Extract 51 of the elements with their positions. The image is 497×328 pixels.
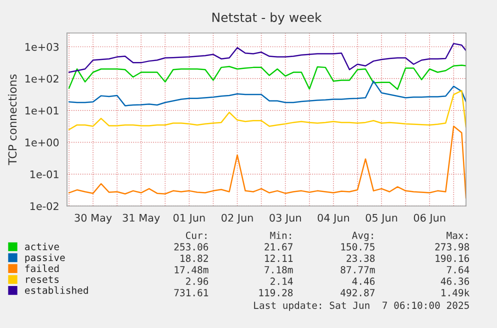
x-tick-label: 06 Jun xyxy=(414,214,446,224)
x-tick-label: 05 Jun xyxy=(366,214,398,224)
y-tick-label: 1e+00 xyxy=(25,138,59,146)
legend-label: passive xyxy=(25,254,65,264)
text: 2.96 xyxy=(186,278,208,285)
line-series xyxy=(68,126,466,199)
x-tick-label: 03 Jun xyxy=(270,214,301,224)
text: 7.64 xyxy=(446,266,470,274)
y-tick-label: 1e+02 xyxy=(25,74,58,83)
x-tick-label: 01 Jun xyxy=(173,214,205,224)
text: 46.36 xyxy=(440,278,470,285)
x-tick-label: 30 May xyxy=(74,214,112,224)
legend-label: resets xyxy=(26,276,59,284)
chart-title: Netstat - by week xyxy=(212,12,322,24)
legend-label: active xyxy=(25,242,59,250)
line-series xyxy=(68,64,466,90)
y-tick-label: 1e+01 xyxy=(25,106,58,115)
text: 492.87 xyxy=(340,289,375,296)
text: 731.61 xyxy=(174,289,208,296)
y-axis-title: TCP connections xyxy=(8,74,17,166)
text: 21.67 xyxy=(264,243,292,251)
text: 273.98 xyxy=(435,243,470,251)
text: 87.77m xyxy=(340,266,375,274)
line-series xyxy=(68,42,466,73)
text: 1.49k xyxy=(442,288,470,296)
line-series xyxy=(68,80,466,106)
x-tick-label: 31 May xyxy=(122,214,160,224)
y-tick-label: 1e-02 xyxy=(30,202,58,210)
text: Cur: xyxy=(186,232,206,240)
text: 190.16 xyxy=(436,254,470,262)
x-tick-label: 02 Jun xyxy=(222,214,253,224)
x-tick-label: 04 Jun xyxy=(318,214,349,224)
text: 7.18m xyxy=(264,266,293,274)
text: Max: xyxy=(446,232,468,240)
text: 12.11 xyxy=(265,254,293,262)
text: 4.46 xyxy=(352,278,375,285)
text: 23.38 xyxy=(346,254,375,262)
text: 17.48m xyxy=(174,266,208,274)
text: 18.82 xyxy=(180,254,208,262)
y-tick-label: 1e+03 xyxy=(25,42,59,51)
text: 253.06 xyxy=(174,243,208,251)
legend-label: established xyxy=(25,286,88,294)
legend-label: failed xyxy=(25,264,59,272)
text: 119.28 xyxy=(259,289,293,296)
text: Min: xyxy=(270,232,291,239)
text: Avg: xyxy=(352,232,373,241)
line-series xyxy=(68,90,466,130)
y-tick-label: 1e-01 xyxy=(30,170,58,178)
text: 150.75 xyxy=(341,243,374,251)
text: Last update: Sat Jun 7 06:10:00 2025 xyxy=(254,301,469,311)
text: 2.14 xyxy=(270,278,293,285)
